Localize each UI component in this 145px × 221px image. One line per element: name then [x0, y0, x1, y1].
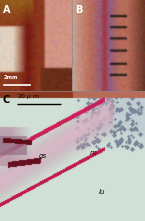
Text: A: A: [3, 5, 10, 15]
Text: 2mm: 2mm: [4, 75, 18, 80]
Text: gs: gs: [39, 153, 47, 159]
Text: B: B: [75, 5, 82, 15]
Text: m: m: [90, 151, 97, 156]
Text: lu: lu: [99, 189, 105, 195]
Text: 20 $\mu$ m: 20 $\mu$ m: [17, 92, 41, 101]
Text: C: C: [3, 95, 10, 105]
